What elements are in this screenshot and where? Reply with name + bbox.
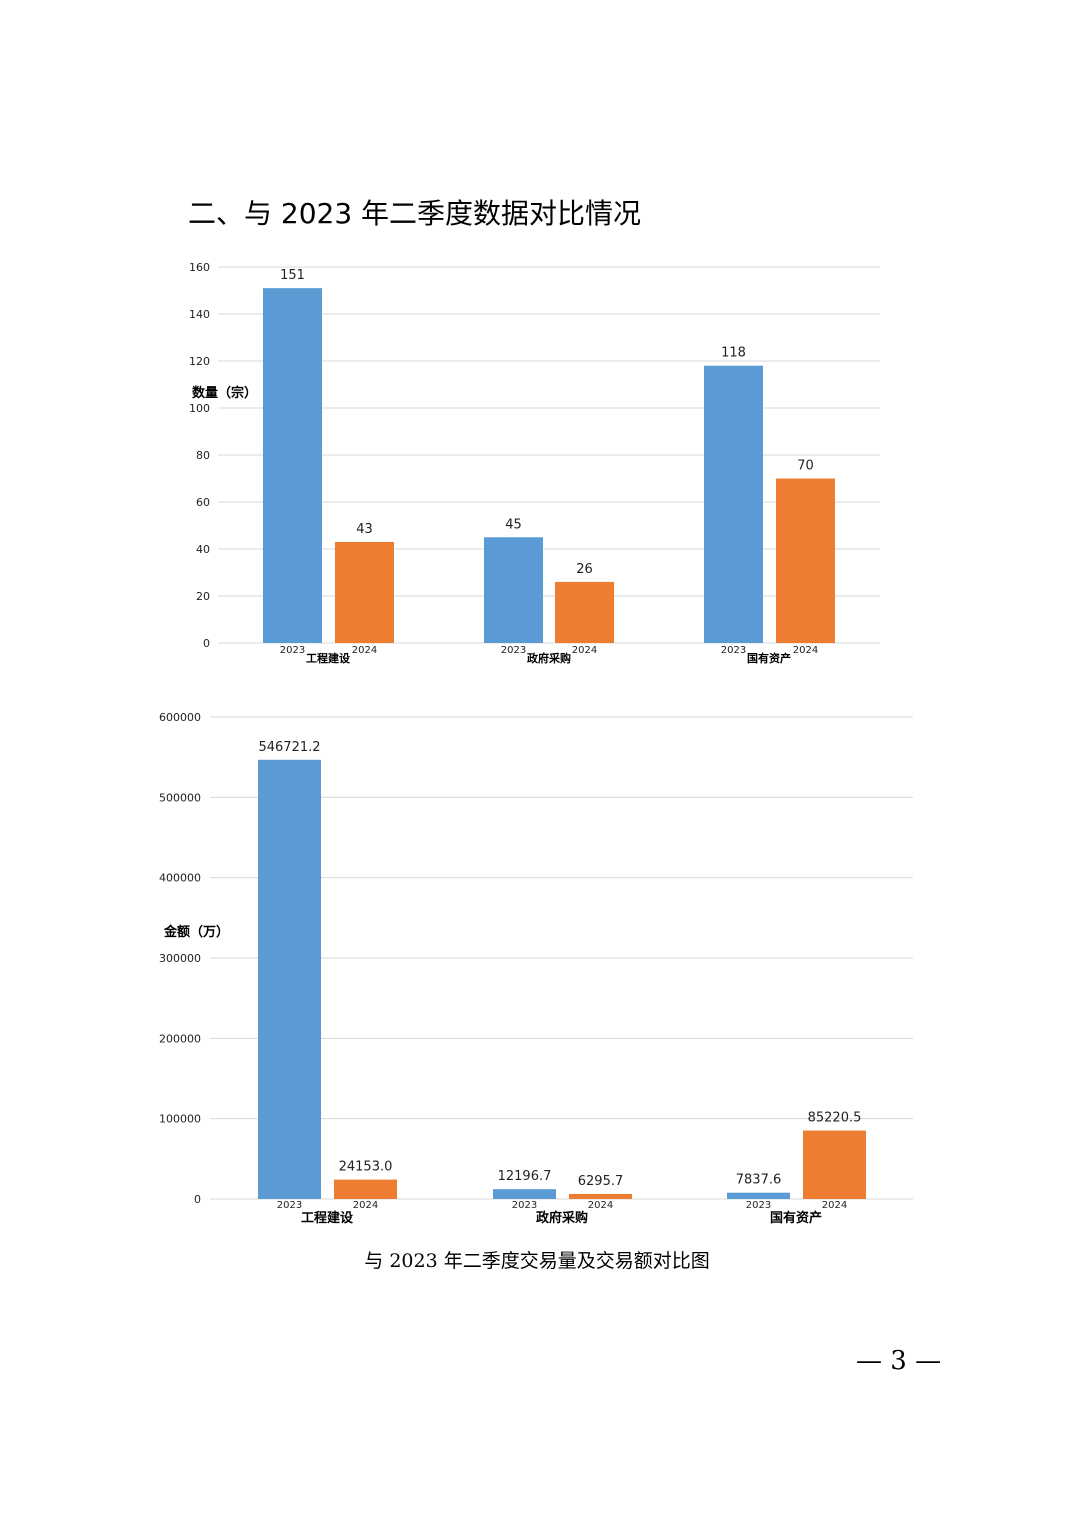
chart1-data-label: 151 xyxy=(280,268,305,283)
chart2-bar-2023 xyxy=(727,1192,790,1199)
figure-caption: 与 2023 年二季度交易量及交易额对比图 xyxy=(364,1250,710,1272)
chart2-series-tick-label: 2023 xyxy=(746,1200,771,1211)
chart1-data-label: 43 xyxy=(356,522,373,537)
chart2-data-label: 24153.0 xyxy=(339,1160,393,1175)
chart2-data-label: 6295.7 xyxy=(578,1174,624,1189)
chart1-bar-2024 xyxy=(555,581,614,643)
chart2-category-label: 政府采购 xyxy=(536,1210,588,1226)
chart2-series-tick-label: 2024 xyxy=(353,1200,378,1211)
chart1-y-tick-label: 160 xyxy=(189,261,210,274)
chart1-series-tick-label: 2024 xyxy=(572,645,597,656)
chart1-bar-2023 xyxy=(484,537,543,643)
chart2-category-label: 国有资产 xyxy=(770,1210,822,1226)
chart1-y-tick-label: 20 xyxy=(196,590,210,603)
chart1-series-tick-label: 2023 xyxy=(501,645,526,656)
chart1-data-label: 26 xyxy=(576,562,593,577)
chart1-series-tick-label: 2023 xyxy=(280,645,305,656)
chart1-series-tick-label: 2023 xyxy=(721,645,746,656)
chart2-series-tick-label: 2023 xyxy=(277,1200,302,1211)
chart2-y-tick-label: 400000 xyxy=(159,872,201,885)
chart2-data-label: 85220.5 xyxy=(808,1111,862,1126)
chart2-series-tick-label: 2023 xyxy=(512,1200,537,1211)
chart2-data-label: 546721.2 xyxy=(258,740,320,755)
chart1-data-label: 45 xyxy=(505,517,522,532)
chart2-data-label: 12196.7 xyxy=(498,1169,552,1184)
section-heading: 二、与 2023 年二季度数据对比情况 xyxy=(188,197,642,230)
chart1-y-tick-label: 120 xyxy=(189,355,210,368)
chart1-category-label: 政府采购 xyxy=(527,651,571,665)
chart2-y-tick-label: 300000 xyxy=(159,952,201,965)
chart1-category-label: 工程建设 xyxy=(306,651,351,665)
chart2-y-tick-label: 100000 xyxy=(159,1113,201,1126)
chart2-y-tick-label: 200000 xyxy=(159,1032,201,1045)
chart1-y-tick-label: 140 xyxy=(189,308,210,321)
chart2-data-label: 7837.6 xyxy=(736,1173,782,1188)
chart2-bar-2024 xyxy=(334,1179,397,1199)
chart1-y-tick-label: 40 xyxy=(196,543,210,556)
chart2-category-label: 工程建设 xyxy=(301,1210,354,1226)
chart1-bar-2024 xyxy=(776,478,835,643)
chart2-bar-2023 xyxy=(493,1189,556,1199)
chart2-bar-2024 xyxy=(803,1130,866,1199)
chart1-data-label: 118 xyxy=(721,346,746,361)
chart2-series-tick-label: 2024 xyxy=(822,1200,847,1211)
chart1-y-tick-label: 80 xyxy=(196,449,210,462)
page-number: — 3 — xyxy=(856,1346,942,1376)
chart2-y-tick-label: 600000 xyxy=(159,711,201,724)
chart1-category-label: 国有资产 xyxy=(747,651,791,665)
chart1-y-tick-label: 60 xyxy=(196,496,210,509)
chart2-y-axis-label: 金额（万） xyxy=(163,924,229,940)
chart1-y-tick-label: 100 xyxy=(189,402,210,415)
chart1-bar-2023 xyxy=(263,288,322,643)
chart1-series-tick-label: 2024 xyxy=(793,645,818,656)
chart1-y-axis-label: 数量（宗） xyxy=(192,385,257,401)
chart2-bar-2023 xyxy=(258,759,321,1199)
chart1-bar-2024 xyxy=(335,541,394,643)
chart2-y-tick-label: 0 xyxy=(194,1193,201,1206)
chart1-data-label: 70 xyxy=(797,459,814,474)
chart1-bar-2023 xyxy=(704,365,763,643)
chart2-bar-2024 xyxy=(569,1193,632,1199)
chart1-series-tick-label: 2024 xyxy=(352,645,377,656)
chart2-y-tick-label: 500000 xyxy=(159,791,201,804)
chart2-series-tick-label: 2024 xyxy=(588,1200,613,1211)
chart1-y-tick-label: 0 xyxy=(203,637,210,650)
